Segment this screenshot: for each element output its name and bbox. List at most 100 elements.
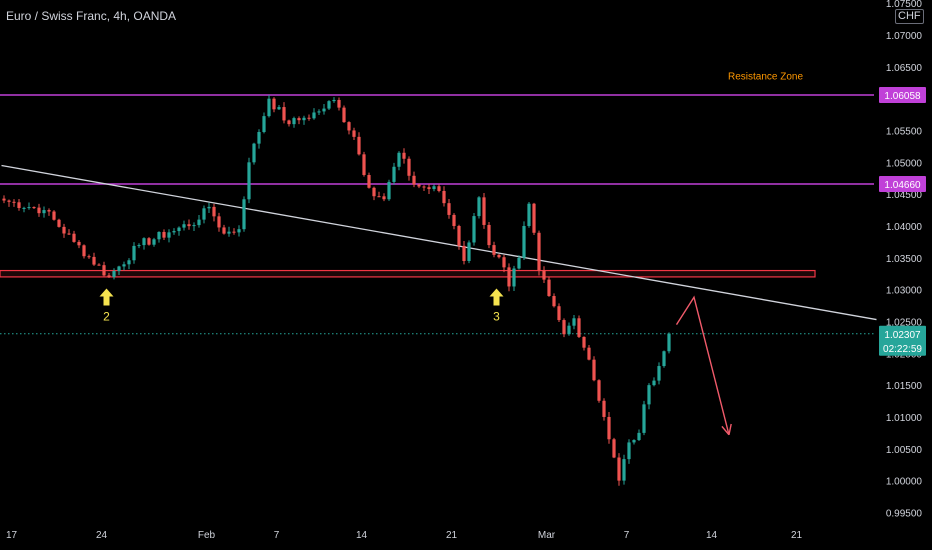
candle-body (77, 241, 81, 246)
candle (402, 148, 406, 164)
candle-body (462, 245, 466, 261)
candle (567, 322, 571, 336)
candle-body (492, 245, 496, 255)
candle-body (667, 333, 671, 352)
candle-body (377, 196, 381, 198)
candle (547, 276, 551, 297)
candle-body (627, 442, 631, 460)
candle-body (197, 219, 201, 226)
candle (32, 206, 36, 209)
resistance-zone-label: Resistance Zone (728, 72, 803, 83)
candle (52, 210, 56, 221)
candle-body (242, 199, 246, 230)
x-tick-label: 7 (624, 530, 630, 541)
candle (127, 258, 131, 270)
candle (392, 162, 396, 185)
candle (342, 105, 346, 123)
candle (92, 252, 96, 266)
candle-body (247, 162, 251, 200)
candle (302, 115, 306, 125)
candle-body (87, 256, 91, 258)
candle-body (192, 225, 196, 227)
candle (637, 429, 641, 441)
candle-body (162, 231, 166, 238)
candle-body (572, 318, 576, 326)
candle (452, 213, 456, 230)
candle-body (222, 227, 226, 234)
candle-body (177, 227, 181, 232)
support-zone (0, 269, 816, 278)
candle-body (97, 264, 101, 266)
candle (22, 206, 26, 213)
candle (372, 186, 376, 201)
arrow-up-icon (99, 288, 114, 306)
candle-body (602, 400, 606, 417)
current-price-label: 1.02307 (884, 330, 921, 341)
candle (297, 116, 301, 125)
candle-body (562, 320, 566, 335)
candle-body (352, 130, 356, 137)
candle-body (102, 265, 106, 276)
candle (232, 228, 236, 235)
candle (282, 102, 286, 124)
candle-body (482, 197, 486, 225)
candle (537, 230, 541, 276)
candle-body (367, 174, 371, 188)
candle (262, 112, 266, 134)
candle-body (112, 270, 116, 277)
candle (512, 265, 516, 291)
candle (477, 196, 481, 219)
support-zone-layer (0, 269, 816, 278)
candle (147, 237, 151, 246)
candle (97, 263, 101, 266)
candle-body (617, 457, 621, 481)
candle (77, 240, 81, 249)
candle-body (347, 122, 351, 131)
y-tick-label: 1.05500 (886, 127, 923, 138)
candle (257, 129, 261, 149)
candle-body (582, 336, 586, 348)
x-tick-label: 24 (96, 530, 108, 541)
y-tick-label: 1.04500 (886, 190, 923, 201)
candle-body (322, 108, 326, 112)
candle (172, 228, 176, 235)
candle-body (362, 154, 366, 175)
candle-body (622, 459, 626, 481)
y-tick-label: 1.07000 (886, 31, 923, 42)
projection-arrowhead (728, 423, 732, 435)
y-tick-label: 1.03500 (886, 254, 923, 265)
candle-body (132, 245, 136, 261)
candle (67, 229, 71, 236)
candle (617, 453, 621, 486)
candle-body (107, 275, 111, 277)
candle-body (412, 175, 416, 185)
candle (412, 171, 416, 188)
y-tick-label: 1.01500 (886, 381, 923, 392)
candle (272, 97, 276, 113)
candle-body (292, 118, 296, 125)
candle (602, 398, 606, 421)
candle (472, 212, 476, 246)
countdown-label: 02:22:59 (883, 344, 922, 355)
currency-button[interactable]: CHF (895, 9, 924, 24)
candle-body (317, 111, 321, 113)
candle (42, 206, 46, 218)
candle (132, 242, 136, 264)
candle-body (57, 219, 61, 227)
candle-body (22, 207, 26, 209)
candle (542, 266, 546, 283)
candle (497, 253, 501, 259)
candle-body (402, 152, 406, 159)
trendline-layer (1, 164, 877, 321)
candle-body (527, 203, 531, 226)
candle-body (547, 279, 551, 297)
candle-body (122, 264, 126, 267)
candle (217, 212, 221, 232)
candle-body (327, 101, 331, 109)
candle (572, 315, 576, 330)
candle (7, 199, 11, 207)
projection-arrowhead (721, 425, 730, 436)
candle (47, 208, 51, 216)
